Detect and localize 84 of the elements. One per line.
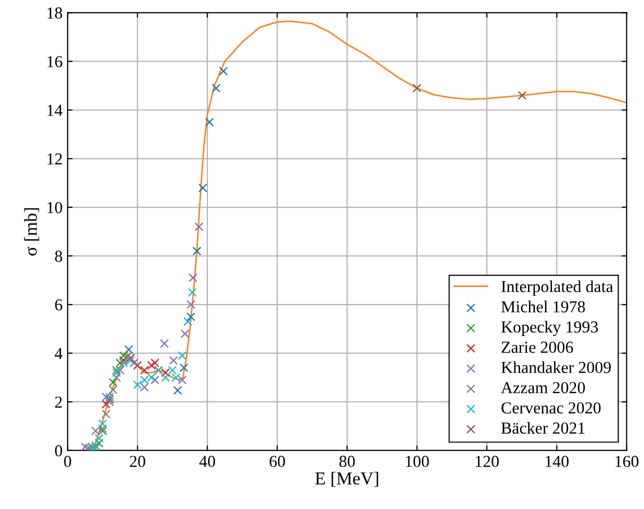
point bbox=[105, 397, 114, 406]
point bbox=[133, 360, 142, 370]
point bbox=[180, 329, 190, 338]
point bbox=[188, 273, 198, 282]
point bbox=[105, 394, 114, 404]
point bbox=[188, 288, 197, 297]
point bbox=[212, 84, 221, 93]
point bbox=[108, 385, 118, 394]
point bbox=[173, 386, 182, 395]
x-tick-label: 0 bbox=[64, 456, 72, 468]
y-tick-label: 16 bbox=[48, 56, 62, 68]
x-tick-label: 40 bbox=[199, 456, 216, 468]
point bbox=[130, 358, 138, 368]
y-tick-label: 8 bbox=[55, 250, 62, 262]
legend-label: Zarie 2006 bbox=[502, 342, 573, 353]
y-tick-label: 14 bbox=[48, 104, 62, 116]
point bbox=[178, 351, 187, 360]
point bbox=[102, 392, 110, 402]
point bbox=[150, 358, 160, 368]
point bbox=[94, 438, 104, 448]
point bbox=[133, 380, 142, 390]
point bbox=[150, 376, 160, 384]
point bbox=[116, 366, 124, 375]
point bbox=[94, 434, 104, 443]
point bbox=[116, 358, 124, 368]
x-tick-label: 160 bbox=[616, 456, 638, 468]
point bbox=[102, 410, 110, 418]
point bbox=[219, 66, 228, 76]
y-tick-label: 2 bbox=[55, 396, 62, 408]
x-tick-label: 100 bbox=[406, 456, 429, 468]
point bbox=[88, 442, 97, 450]
point bbox=[180, 363, 188, 372]
point bbox=[105, 392, 114, 402]
y-tick-label: 12 bbox=[48, 153, 62, 164]
point bbox=[194, 222, 204, 232]
point bbox=[98, 426, 107, 436]
point bbox=[205, 118, 214, 127]
point bbox=[122, 352, 132, 362]
point bbox=[119, 351, 128, 360]
y-tick-label: 18 bbox=[48, 7, 62, 19]
x-tick-label: 60 bbox=[270, 456, 285, 468]
point bbox=[91, 444, 100, 450]
legend-label: Azzam 2020 bbox=[500, 382, 585, 394]
point bbox=[108, 378, 118, 387]
point bbox=[198, 183, 208, 192]
point bbox=[91, 426, 100, 436]
y-axis-title: σ [mb] bbox=[24, 208, 40, 256]
legend-label: Michel 1978 bbox=[501, 300, 585, 312]
legend-label: Khandaker 2009 bbox=[501, 361, 611, 374]
point bbox=[168, 366, 177, 375]
point bbox=[98, 419, 107, 428]
point bbox=[102, 400, 110, 409]
point bbox=[124, 345, 134, 354]
point bbox=[112, 366, 121, 375]
point bbox=[160, 339, 169, 348]
legend-label: Cervenac 2020 bbox=[502, 402, 601, 414]
point bbox=[183, 317, 192, 326]
point bbox=[186, 300, 196, 309]
point bbox=[186, 312, 196, 322]
x-tick-label: 140 bbox=[546, 456, 569, 468]
point bbox=[112, 368, 121, 378]
point bbox=[518, 90, 527, 100]
point bbox=[140, 366, 149, 375]
legend-label: Bäcker 2021 bbox=[501, 422, 585, 434]
point bbox=[140, 382, 149, 392]
y-tick-label: 10 bbox=[48, 202, 62, 214]
y-tick-label: 4 bbox=[54, 348, 62, 359]
y-tick-label: 6 bbox=[55, 299, 62, 310]
point bbox=[169, 356, 178, 365]
point bbox=[112, 373, 121, 382]
point bbox=[192, 246, 202, 256]
point bbox=[178, 376, 187, 384]
x-tick-label: 80 bbox=[339, 456, 355, 468]
x-axis-title: E [MeV] bbox=[315, 472, 378, 487]
legend-label: Interpolated data bbox=[501, 280, 614, 296]
point bbox=[412, 84, 422, 93]
point bbox=[80, 442, 90, 450]
point bbox=[147, 360, 156, 370]
legend-label: Kopecky 1993 bbox=[501, 320, 598, 336]
y-tick-label: 0 bbox=[55, 445, 62, 456]
line-series bbox=[80, 20, 627, 450]
x-tick-label: 20 bbox=[130, 456, 146, 468]
point bbox=[98, 424, 107, 434]
x-tick-label: 120 bbox=[476, 456, 499, 468]
